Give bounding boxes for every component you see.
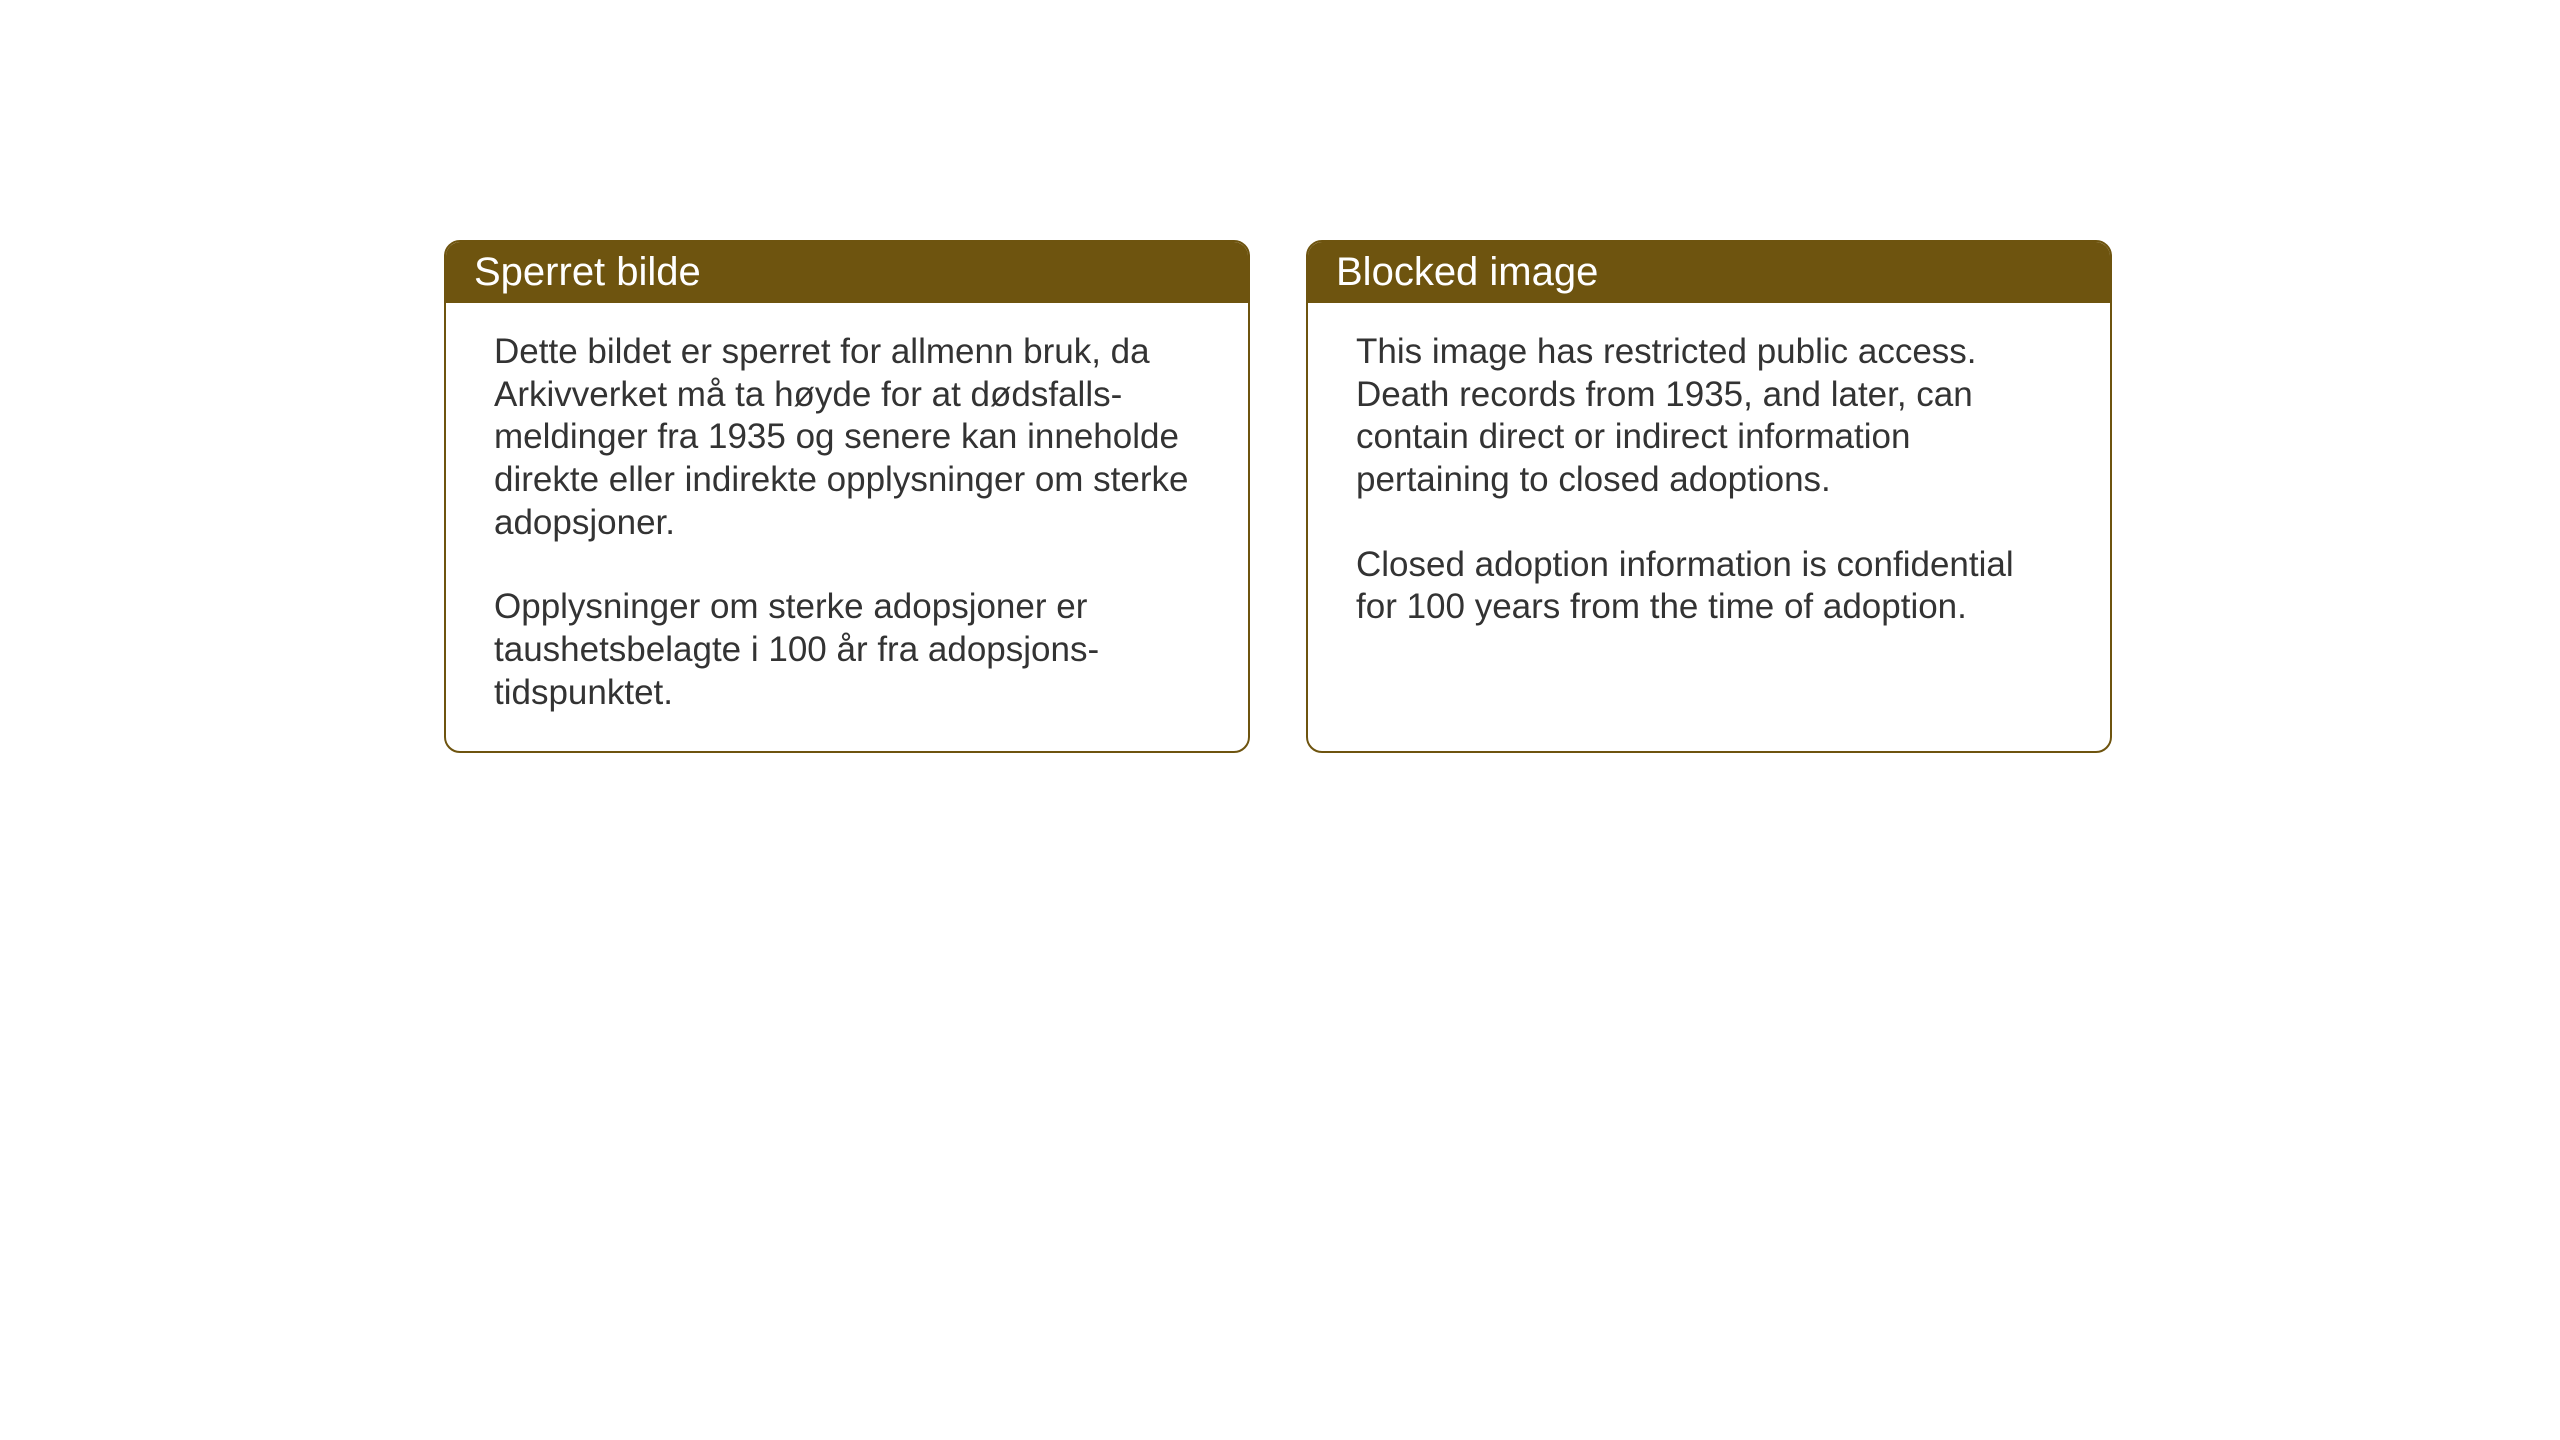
notice-header-english: Blocked image	[1308, 242, 2110, 303]
notice-body-english: This image has restricted public access.…	[1308, 303, 2110, 665]
notice-paragraph-1-english: This image has restricted public access.…	[1356, 331, 2062, 502]
notice-card-norwegian: Sperret bilde Dette bildet er sperret fo…	[444, 240, 1250, 753]
notice-paragraph-2-english: Closed adoption information is confident…	[1356, 544, 2062, 629]
notice-paragraph-2-norwegian: Opplysninger om sterke adopsjoner er tau…	[494, 586, 1200, 714]
notice-paragraph-1-norwegian: Dette bildet er sperret for allmenn bruk…	[494, 331, 1200, 544]
notice-header-norwegian: Sperret bilde	[446, 242, 1248, 303]
notice-card-english: Blocked image This image has restricted …	[1306, 240, 2112, 753]
notice-title-norwegian: Sperret bilde	[474, 250, 701, 294]
notice-container: Sperret bilde Dette bildet er sperret fo…	[444, 240, 2112, 753]
notice-title-english: Blocked image	[1336, 250, 1598, 294]
notice-body-norwegian: Dette bildet er sperret for allmenn bruk…	[446, 303, 1248, 751]
